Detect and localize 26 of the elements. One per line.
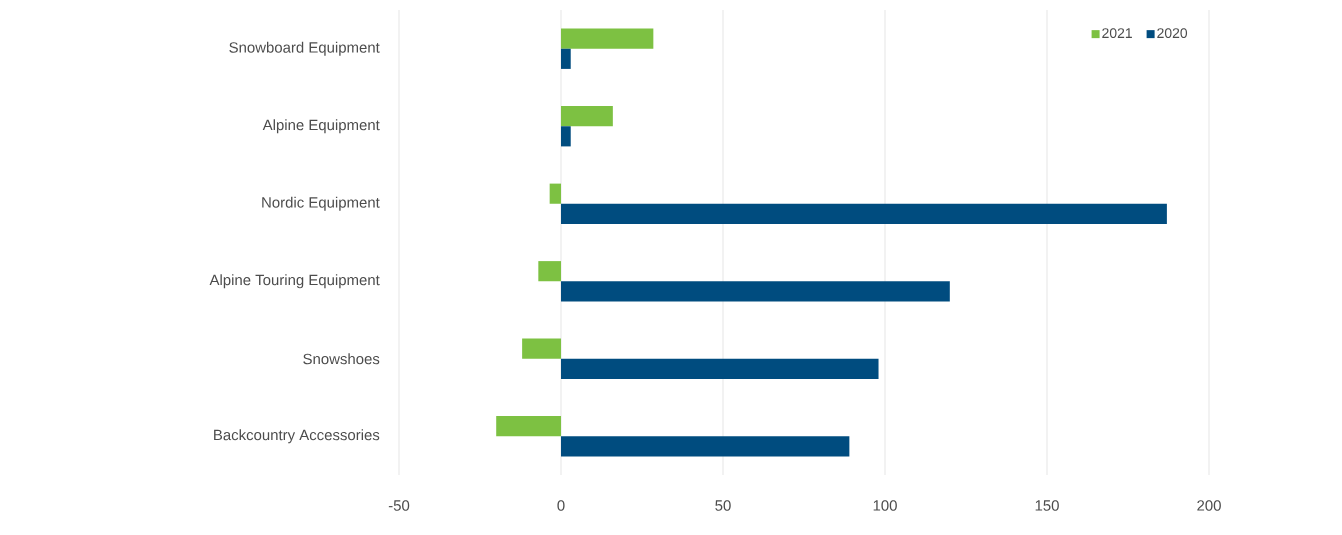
bar <box>549 183 561 204</box>
y-tick-label: Snowboard Equipment <box>229 41 380 56</box>
bar <box>561 358 879 379</box>
x-tick-label: 150 <box>1035 500 1059 511</box>
x-tick-label: 0 <box>557 500 565 511</box>
x-tick-label: 100 <box>873 500 897 511</box>
bar <box>561 281 950 302</box>
y-tick-label: Backcountry Accessories <box>214 429 380 444</box>
bar <box>561 48 571 69</box>
legend-label: 2020 <box>1157 28 1188 39</box>
bar <box>538 261 561 282</box>
x-tick-label: 200 <box>1197 500 1221 511</box>
bar <box>496 416 561 437</box>
x-tick-label: 50 <box>715 500 731 511</box>
y-tick-label: Alpine Touring Equipment <box>209 274 380 289</box>
bar <box>561 203 1167 224</box>
legend-label: 2021 <box>1102 28 1132 39</box>
y-tick-label: Nordic Equipment <box>262 196 380 211</box>
bar <box>561 106 613 127</box>
bar <box>522 338 561 359</box>
x-tick-label: -50 <box>388 500 410 511</box>
bar <box>561 126 571 147</box>
y-tick-label: Snowshoes <box>303 353 380 365</box>
bar <box>561 28 654 49</box>
bar <box>561 436 850 457</box>
y-tick-label: Alpine Equipment <box>262 119 380 134</box>
